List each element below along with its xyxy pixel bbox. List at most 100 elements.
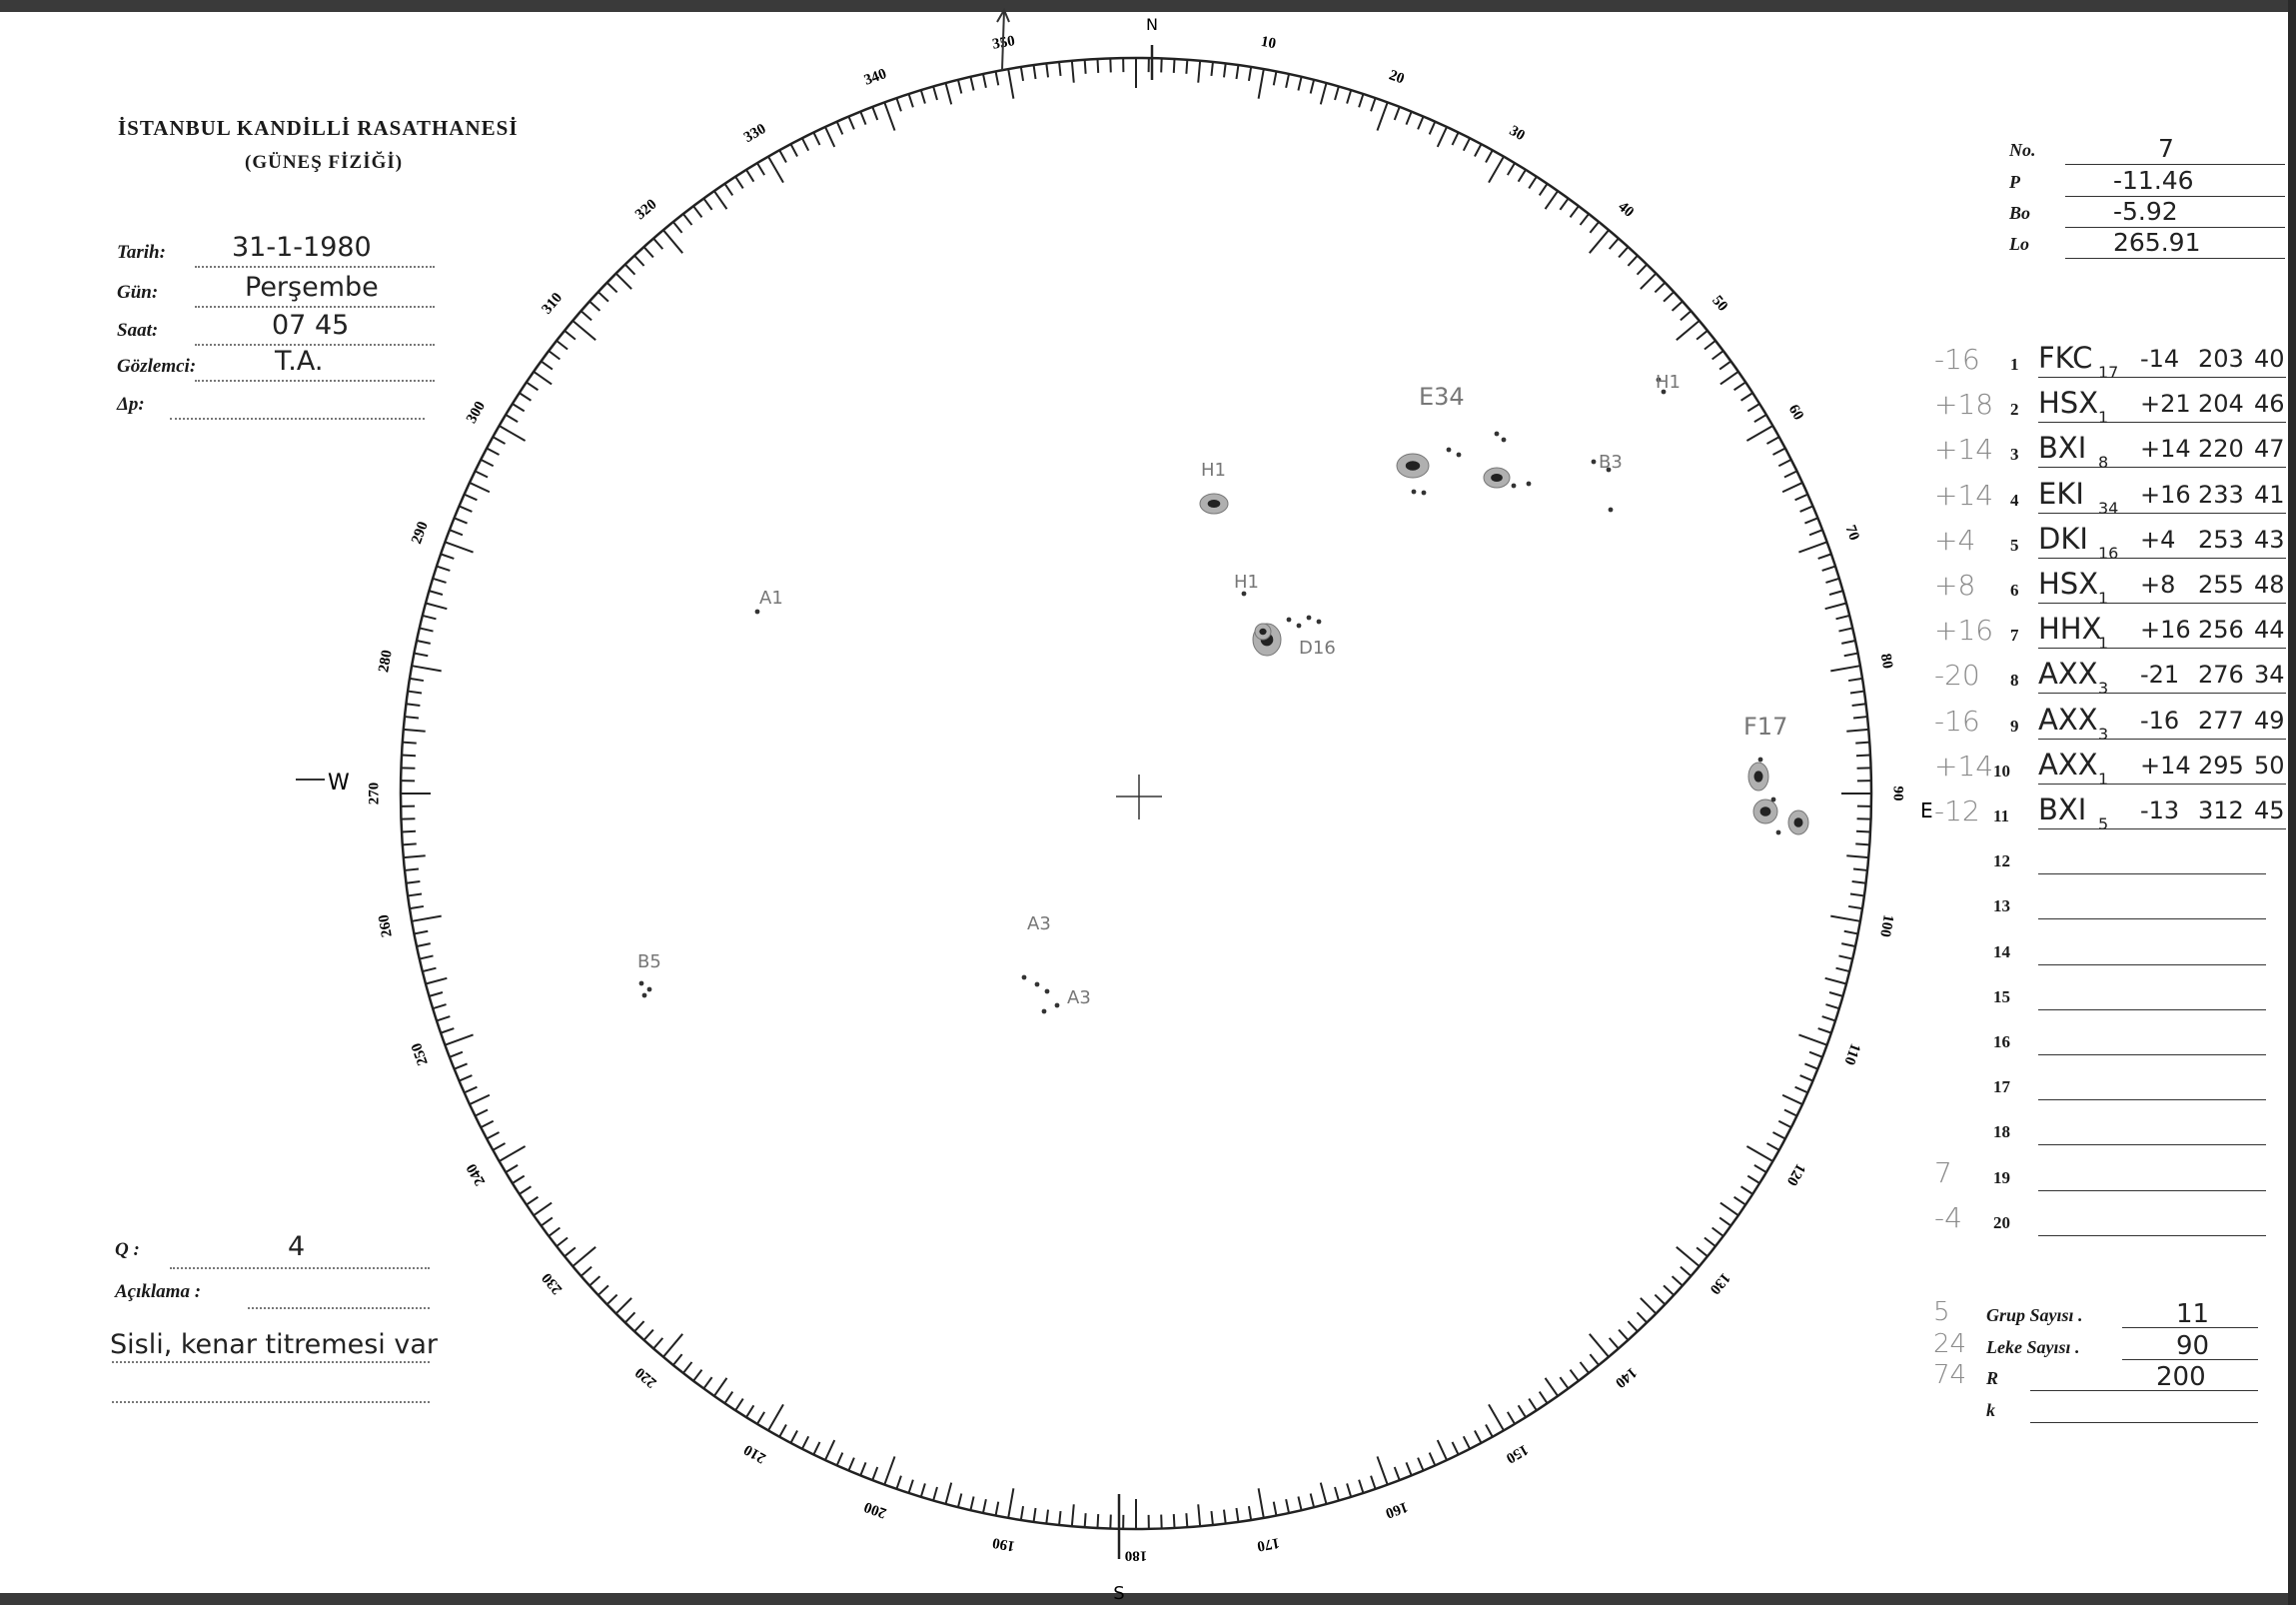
group-latitude: +14 xyxy=(2140,751,2191,780)
group-number: 7 xyxy=(2010,626,2019,646)
degree-tick xyxy=(1843,652,1858,658)
pore xyxy=(1044,988,1050,994)
ring-label: 140 xyxy=(1612,1364,1640,1391)
degree-tick xyxy=(756,162,765,176)
pore xyxy=(1241,591,1247,597)
summary-pencil: 74 xyxy=(1933,1360,1967,1390)
group-line xyxy=(2038,1189,2266,1191)
east-label: E xyxy=(1920,799,1933,822)
summary-label: R xyxy=(1986,1368,1999,1388)
degree-tick xyxy=(1852,716,1868,720)
degree-tick xyxy=(432,577,447,584)
degree-tick xyxy=(1824,602,1847,611)
pore xyxy=(1446,447,1452,453)
degree-tick xyxy=(692,205,703,218)
group-latitude: +4 xyxy=(2140,525,2176,554)
pore xyxy=(1421,490,1427,496)
group-spot-count: 5 xyxy=(2098,814,2109,833)
group-longitude: 312 xyxy=(2198,797,2244,824)
degree-tick xyxy=(1849,690,1864,695)
group-line xyxy=(2038,918,2266,920)
degree-tick xyxy=(672,221,683,234)
degree-tick xyxy=(454,1062,468,1070)
degree-tick xyxy=(1663,1284,1675,1296)
degree-tick xyxy=(1745,425,1773,442)
degree-tick xyxy=(800,1435,810,1450)
degree-tick xyxy=(1309,1493,1316,1508)
degree-tick xyxy=(702,1376,713,1390)
degree-tick xyxy=(981,1499,987,1514)
degree-tick xyxy=(1358,1479,1365,1494)
umbra xyxy=(1259,628,1267,636)
degree-tick xyxy=(588,300,601,312)
ring-label: 310 xyxy=(539,290,566,318)
degree-tick xyxy=(1488,1403,1505,1431)
degree-tick xyxy=(969,1496,975,1511)
degree-tick xyxy=(1474,1430,1483,1444)
degree-tick xyxy=(1828,991,1843,997)
degree-tick xyxy=(1855,754,1871,758)
degree-tick xyxy=(672,1353,683,1366)
degree-tick xyxy=(1058,61,1062,77)
degree-tick xyxy=(469,482,491,494)
pore xyxy=(1296,623,1302,629)
pore xyxy=(1511,483,1517,489)
summary-value: 200 xyxy=(2156,1362,2206,1392)
group-line xyxy=(2038,1054,2266,1055)
degree-tick xyxy=(1507,1411,1516,1425)
degree-tick xyxy=(614,1297,632,1315)
degree-tick xyxy=(499,1145,527,1162)
degree-tick xyxy=(1247,66,1253,82)
degree-tick xyxy=(422,966,437,973)
degree-tick xyxy=(464,1085,478,1094)
degree-tick xyxy=(436,565,451,572)
degree-tick xyxy=(579,310,592,322)
ring-label: 320 xyxy=(632,196,660,223)
summary-label: k xyxy=(1986,1400,1995,1420)
ring-label: 10 xyxy=(1260,34,1278,52)
group-spot-count: 3 xyxy=(2098,724,2109,744)
degree-tick xyxy=(871,1466,879,1481)
param-line xyxy=(2065,258,2285,259)
degree-tick xyxy=(449,1050,464,1058)
degree-tick xyxy=(633,255,645,267)
group-line xyxy=(2038,422,2286,424)
summary-line xyxy=(2122,1327,2258,1328)
field-label: Δp: xyxy=(117,394,145,415)
group-latitude: -16 xyxy=(2140,706,2180,735)
quality-label: Q : xyxy=(115,1239,140,1260)
degree-tick xyxy=(1627,255,1639,267)
pore xyxy=(1757,757,1763,763)
degree-tick xyxy=(919,89,926,104)
degree-tick xyxy=(1821,1015,1836,1022)
pore xyxy=(1054,1002,1060,1008)
degree-tick xyxy=(1589,1353,1600,1366)
degree-tick xyxy=(1640,1297,1658,1315)
field-label: Tarih: xyxy=(117,242,166,263)
param-value: -11.46 xyxy=(2113,166,2194,195)
degree-tick xyxy=(1804,1062,1818,1070)
param-label: No. xyxy=(2009,140,2036,160)
degree-tick xyxy=(1436,1439,1448,1461)
degree-tick xyxy=(682,1361,693,1374)
degree-tick xyxy=(1559,1376,1570,1390)
group-longitude: 256 xyxy=(2198,616,2244,645)
degree-tick xyxy=(1428,1452,1437,1466)
ring-label: 160 xyxy=(1384,1498,1411,1521)
group-class: BXI xyxy=(2038,793,2087,826)
degree-tick xyxy=(1824,976,1847,985)
observatory-title: İSTANBUL KANDİLLİ RASATHANESİ xyxy=(118,116,519,140)
quality-line xyxy=(170,1267,430,1269)
group-number: 13 xyxy=(1993,896,2010,916)
degree-tick xyxy=(745,169,755,183)
degree-tick xyxy=(1517,169,1527,183)
degree-tick xyxy=(1851,703,1866,708)
degree-tick xyxy=(1417,1457,1425,1471)
group-latitude: -13 xyxy=(2140,797,2180,824)
ring-label: 190 xyxy=(991,1534,1016,1554)
degree-tick xyxy=(994,71,1000,86)
degree-tick xyxy=(1019,66,1025,82)
degree-tick xyxy=(1671,1275,1684,1287)
degree-tick xyxy=(702,197,713,211)
